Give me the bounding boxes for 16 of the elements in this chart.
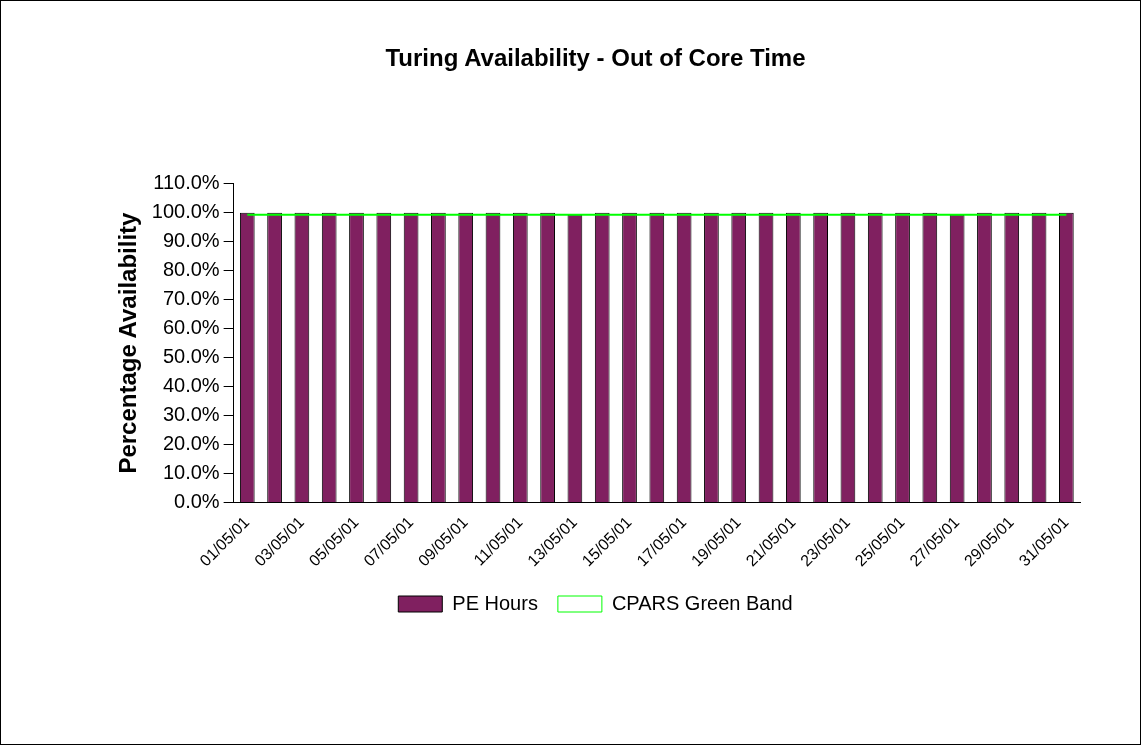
legend-label: PE Hours xyxy=(452,591,538,614)
y-tick-label: 90.0% xyxy=(162,229,220,252)
y-tick-label: 0.0% xyxy=(174,489,220,512)
legend-label: CPARS Green Band xyxy=(611,591,793,614)
y-tick-label: 30.0% xyxy=(162,403,220,426)
y-tick-label: 50.0% xyxy=(162,345,220,368)
y-axis-title: Percentage Availability xyxy=(114,211,142,474)
y-tick-label: 20.0% xyxy=(162,431,220,454)
y-tick-label: 80.0% xyxy=(162,258,220,281)
y-tick-label: 100.0% xyxy=(151,200,220,223)
y-tick-label: 10.0% xyxy=(162,460,220,483)
y-tick-label: 110.0% xyxy=(153,171,220,194)
y-tick-label: 40.0% xyxy=(162,374,220,397)
chart-title: Turing Availability - Out of Core Time xyxy=(385,44,806,72)
y-tick-label: 60.0% xyxy=(162,316,220,339)
y-tick-label: 70.0% xyxy=(162,287,220,310)
